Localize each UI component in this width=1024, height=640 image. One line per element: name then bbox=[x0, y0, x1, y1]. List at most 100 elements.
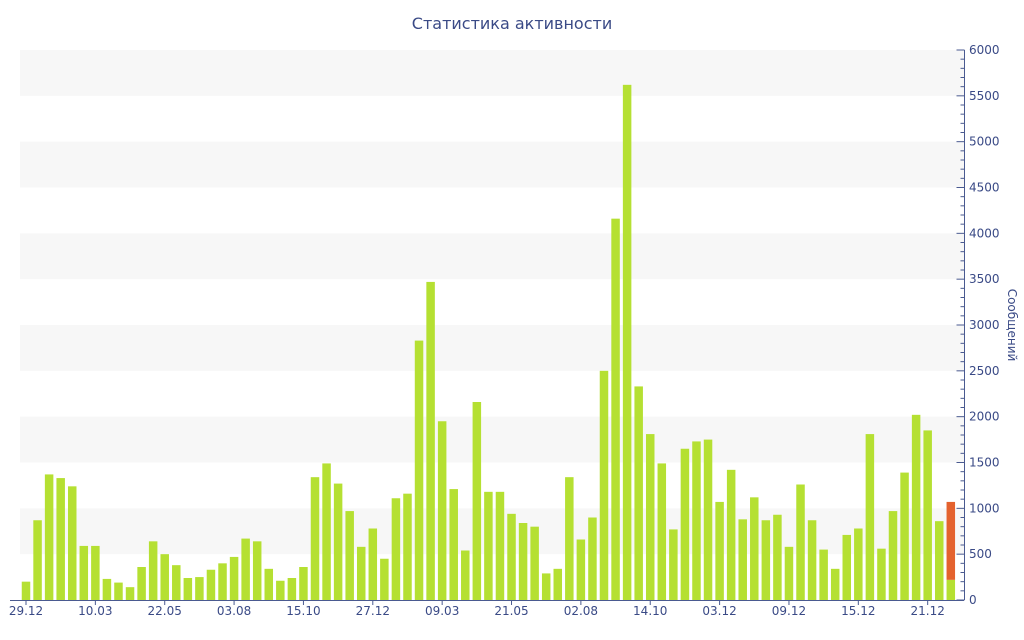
bar[interactable] bbox=[449, 489, 458, 600]
bar[interactable] bbox=[553, 568, 563, 600]
bar[interactable] bbox=[877, 548, 886, 600]
x-tick-label: 15.10 bbox=[286, 604, 320, 618]
bar[interactable] bbox=[195, 577, 204, 600]
bar[interactable] bbox=[183, 578, 193, 600]
bar[interactable] bbox=[495, 491, 505, 600]
bar[interactable] bbox=[726, 469, 736, 600]
bar[interactable] bbox=[218, 563, 227, 600]
x-tick-label: 02.08 bbox=[564, 604, 598, 618]
bar[interactable] bbox=[888, 511, 898, 600]
bar[interactable] bbox=[287, 578, 297, 600]
bar[interactable] bbox=[599, 370, 609, 600]
bar[interactable] bbox=[160, 554, 169, 600]
bar[interactable] bbox=[750, 497, 759, 600]
bar[interactable] bbox=[530, 526, 539, 600]
bar[interactable] bbox=[611, 218, 620, 600]
bar[interactable] bbox=[310, 477, 320, 600]
bar[interactable] bbox=[333, 483, 343, 600]
x-tick-label: 27.12 bbox=[356, 604, 390, 618]
bar[interactable] bbox=[703, 439, 713, 600]
bar[interactable] bbox=[264, 568, 274, 600]
bar[interactable] bbox=[923, 430, 932, 600]
bar[interactable] bbox=[484, 491, 493, 600]
bar[interactable] bbox=[692, 441, 701, 600]
bar[interactable] bbox=[56, 478, 65, 600]
bar[interactable] bbox=[934, 521, 944, 600]
bar[interactable] bbox=[773, 514, 782, 600]
x-tick-label: 29.12 bbox=[9, 604, 43, 618]
bar[interactable] bbox=[125, 587, 135, 600]
bar[interactable] bbox=[79, 545, 89, 600]
bar[interactable] bbox=[252, 541, 262, 600]
bar[interactable] bbox=[518, 523, 528, 600]
bar[interactable] bbox=[900, 472, 909, 600]
x-tick-label: 21.05 bbox=[494, 604, 528, 618]
bar[interactable] bbox=[634, 386, 643, 600]
y-tick-label: 6000 bbox=[969, 43, 1000, 57]
bar[interactable] bbox=[148, 541, 158, 600]
bar[interactable] bbox=[322, 463, 331, 600]
bar[interactable] bbox=[946, 579, 956, 600]
bar[interactable] bbox=[738, 519, 747, 600]
x-tick-label: 03.12 bbox=[702, 604, 736, 618]
bar[interactable] bbox=[33, 520, 42, 600]
x-tick-label: 10.03 bbox=[78, 604, 112, 618]
bar[interactable] bbox=[669, 529, 678, 600]
bar[interactable] bbox=[645, 434, 655, 600]
bar[interactable] bbox=[299, 567, 308, 600]
bar[interactable] bbox=[91, 545, 100, 600]
bar[interactable] bbox=[461, 550, 470, 601]
bar[interactable] bbox=[588, 517, 597, 601]
grid-band bbox=[20, 50, 964, 96]
bar[interactable] bbox=[622, 84, 632, 601]
bar[interactable] bbox=[680, 448, 690, 600]
bar[interactable] bbox=[565, 477, 574, 600]
bar[interactable] bbox=[67, 486, 77, 600]
bar[interactable] bbox=[807, 520, 817, 600]
bar[interactable] bbox=[541, 573, 551, 600]
bar[interactable] bbox=[657, 463, 667, 600]
x-axis: 29.12 10.03 22.05 03.08 15.10 27.12 09.03 21.05… bbox=[9, 600, 964, 618]
bar[interactable] bbox=[403, 493, 412, 600]
bar[interactable] bbox=[865, 434, 875, 600]
bar[interactable] bbox=[21, 581, 31, 600]
bar[interactable] bbox=[472, 402, 482, 600]
bar[interactable] bbox=[241, 538, 250, 600]
bar[interactable] bbox=[137, 567, 146, 600]
bar[interactable] bbox=[114, 582, 123, 600]
y-tick-label: 4000 bbox=[969, 226, 1000, 240]
bar[interactable] bbox=[44, 474, 54, 600]
bar[interactable] bbox=[784, 546, 794, 600]
bar[interactable] bbox=[830, 568, 840, 600]
bar[interactable] bbox=[761, 520, 771, 600]
bar[interactable] bbox=[172, 565, 181, 600]
bar[interactable] bbox=[380, 558, 389, 600]
y-tick-label: 500 bbox=[969, 547, 992, 561]
y-tick-label: 5500 bbox=[969, 89, 1000, 103]
bar[interactable] bbox=[426, 281, 435, 600]
bar[interactable] bbox=[368, 528, 378, 601]
y-tick-label: 4500 bbox=[969, 181, 1000, 195]
bar[interactable] bbox=[356, 546, 366, 600]
bar[interactable] bbox=[796, 484, 805, 601]
bar[interactable] bbox=[437, 421, 447, 600]
bar[interactable] bbox=[576, 539, 586, 601]
bar[interactable] bbox=[345, 511, 354, 600]
bar[interactable] bbox=[911, 414, 921, 600]
bar[interactable] bbox=[102, 578, 112, 600]
bar[interactable] bbox=[854, 528, 863, 601]
bar[interactable] bbox=[391, 498, 401, 600]
bar[interactable] bbox=[206, 569, 216, 600]
bar[interactable] bbox=[842, 534, 852, 600]
bar[interactable] bbox=[414, 340, 424, 600]
y-tick-label: 3500 bbox=[969, 272, 1000, 286]
grid-band bbox=[20, 141, 964, 188]
bar[interactable] bbox=[229, 556, 239, 600]
y-tick-label: 0 bbox=[969, 593, 977, 607]
bar[interactable] bbox=[715, 501, 724, 600]
bar-highlight[interactable] bbox=[946, 501, 956, 580]
bar[interactable] bbox=[819, 549, 828, 600]
bar[interactable] bbox=[507, 513, 516, 600]
bar[interactable] bbox=[276, 580, 285, 600]
